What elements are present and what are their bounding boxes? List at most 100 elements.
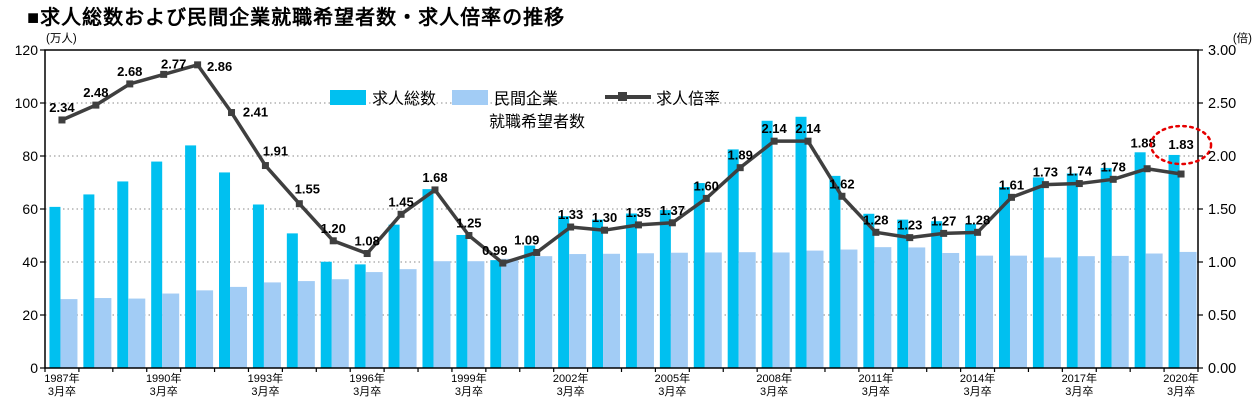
bar-minkan-kibosha-2008 [772,252,790,368]
line-marker-2013 [940,229,948,237]
left-axis-label: 100 [15,95,39,111]
bar-minkan-kibosha-2004 [636,253,654,368]
bar-kyujin-sosu-2004 [625,213,637,368]
bar-minkan-kibosha-2015 [1009,255,1027,368]
bar-minkan-kibosha-1996 [365,272,383,368]
bar-kyujin-sosu-2007 [727,149,739,368]
right-axis-label: 2.00 [1208,149,1236,165]
bar-minkan-kibosha-2018 [1111,255,1129,368]
bar-kyujin-sosu-2016 [1032,177,1044,368]
left-axis-unit: (万人) [46,32,77,45]
line-marker-1995 [329,237,337,245]
line-marker-2019 [1143,165,1151,173]
line-marker-1988 [92,101,100,109]
point-label-2018: 1.78 [1101,159,1126,174]
bar-minkan-kibosha-1989 [128,298,146,368]
bar-kyujin-sosu-1992 [219,172,231,368]
legend-swatch-minkan-kibosha [452,90,488,105]
bar-minkan-kibosha-1995 [331,279,349,368]
line-marker-1997 [397,210,405,218]
bar-kyujin-sosu-1990 [151,161,163,368]
line-marker-2000 [499,259,507,267]
bar-kyujin-sosu-1988 [83,194,95,368]
bar-minkan-kibosha-2002 [569,254,587,368]
point-label-2016: 1.73 [1033,165,1058,180]
left-axis-label: 80 [22,148,38,164]
line-marker-1991 [194,61,202,69]
line-marker-2016 [1041,181,1049,189]
point-label-2012: 1.23 [897,218,922,233]
bar-minkan-kibosha-2001 [535,256,553,368]
point-label-2000: 0.99 [482,243,507,258]
bar-minkan-kibosha-1987 [60,299,78,368]
line-marker-1999 [465,232,473,239]
legend-label-minkan-line1: 民間企業 [494,90,558,108]
bar-minkan-kibosha-1992 [230,286,248,368]
bar-kyujin-sosu-1991 [185,145,197,368]
point-label-2017: 1.74 [1067,164,1093,179]
legend-line-marker [618,92,627,101]
point-label-1997: 1.45 [388,194,413,209]
bar-kyujin-sosu-2011 [863,213,875,368]
line-marker-2003 [601,226,609,234]
legend-label-kyujin-bairitsu: 求人倍率 [656,90,720,108]
right-axis-label: 0.50 [1208,308,1236,324]
line-marker-2006 [702,194,710,202]
line-marker-2001 [533,248,541,256]
point-label-1987: 2.34 [49,100,75,115]
line-marker-2002 [567,223,575,231]
legend-swatch-kyujin-sosu [330,90,366,105]
x-axis-label-1987: 1987年 3月卒 [44,371,79,398]
bar-minkan-kibosha-2016 [1043,257,1061,368]
x-axis-label-2011: 2011年 3月卒 [859,371,894,398]
point-label-2008: 2.14 [761,121,787,136]
right-axis-label: 1.50 [1208,202,1236,218]
bar-kyujin-sosu-2018 [1100,167,1112,368]
point-label-2009: 2.14 [795,121,821,136]
point-label-2020: 1.83 [1168,137,1193,152]
point-label-2014: 1.28 [965,212,990,227]
bar-minkan-kibosha-1994 [297,281,315,368]
bar-minkan-kibosha-2011 [874,247,892,368]
x-axis-label-1999: 1999年 3月卒 [451,371,486,398]
line-marker-1996 [363,250,371,258]
point-label-1996: 1.08 [355,234,380,249]
x-axis-label-2020: 2020年 3月卒 [1163,371,1198,398]
legend-label-kyujin-sosu: 求人総数 [372,90,436,108]
x-axis-label-2002: 2002年 3月卒 [553,371,588,398]
bar-kyujin-sosu-2008 [761,120,773,368]
x-axis-label-1990: 1990年 3月卒 [146,371,181,398]
bar-kyujin-sosu-1996 [354,264,366,368]
bar-minkan-kibosha-1998 [433,261,451,368]
point-label-1988: 2.48 [83,85,108,100]
bar-kyujin-sosu-2019 [1134,152,1146,368]
line-marker-2008 [770,137,778,145]
right-axis-label: 1.00 [1208,255,1236,271]
bar-minkan-kibosha-1999 [467,261,485,368]
bar-kyujin-sosu-2020 [1168,154,1180,368]
bar-minkan-kibosha-2017 [1077,256,1095,368]
bar-kyujin-sosu-1999 [456,234,468,368]
bar-kyujin-sosu-2006 [693,183,705,368]
bar-minkan-kibosha-2020 [1179,251,1197,368]
right-axis-label: 2.50 [1208,96,1236,112]
point-label-1994: 1.55 [295,182,320,197]
bar-minkan-kibosha-2014 [976,255,994,368]
bar-kyujin-sosu-2012 [897,219,909,368]
line-marker-1993 [261,162,269,170]
line-marker-2011 [872,228,880,236]
x-axis-label-2014: 2014年 3月卒 [960,371,995,398]
point-label-2013: 1.27 [931,213,956,228]
bar-minkan-kibosha-1993 [263,282,281,368]
bar-kyujin-sosu-2009 [795,116,807,368]
bar-kyujin-sosu-2003 [592,219,604,368]
left-axis-label: 120 [15,42,39,58]
bar-minkan-kibosha-2005 [670,252,688,368]
x-axis-label-2008: 2008年 3月卒 [756,371,791,398]
left-axis-label: 60 [22,201,38,217]
x-axis-label-2017: 2017年 3月卒 [1062,371,1097,398]
point-label-2005: 1.37 [660,203,685,218]
bar-kyujin-sosu-1989 [117,181,129,368]
bar-kyujin-sosu-2001 [524,245,536,368]
bar-minkan-kibosha-1988 [94,298,112,368]
